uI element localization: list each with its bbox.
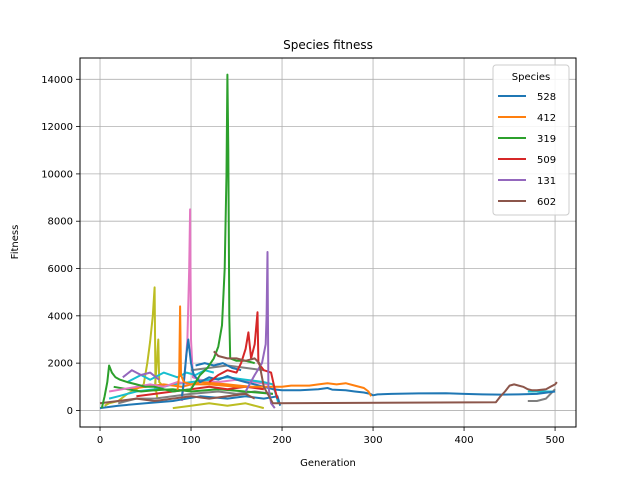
legend-entry: 509 xyxy=(537,155,556,166)
species-line xyxy=(172,402,265,410)
y-tick-label: 8000 xyxy=(48,217,73,228)
x-tick-label: 300 xyxy=(364,435,383,446)
legend: Species 528 412 319 509 131 602 xyxy=(492,64,570,216)
series-line-412 xyxy=(176,305,373,397)
species-line xyxy=(108,381,192,393)
x-axis-ticks: 0 100 200 300 400 500 xyxy=(97,427,565,446)
species-line xyxy=(122,369,160,381)
legend-box xyxy=(492,64,570,216)
axes-frame xyxy=(79,57,577,428)
y-tick-label: 14000 xyxy=(41,75,73,86)
y-tick-label: 4000 xyxy=(48,311,73,322)
legend-title: Species xyxy=(512,72,551,83)
y-axis-ticks: 0 2000 4000 6000 8000 10000 12000 14000 xyxy=(41,75,80,417)
grid-lines xyxy=(80,58,576,427)
legend-entry: 131 xyxy=(537,176,556,187)
plot-area xyxy=(99,73,558,410)
y-axis-label: Fitness xyxy=(10,225,21,260)
x-tick-label: 500 xyxy=(546,435,565,446)
species-line xyxy=(195,362,242,372)
legend-entry: 528 xyxy=(537,92,556,103)
y-tick-label: 10000 xyxy=(41,169,73,180)
x-tick-label: 200 xyxy=(272,435,291,446)
legend-entry: 412 xyxy=(537,113,556,124)
x-axis-label: Generation xyxy=(300,458,356,469)
y-tick-label: 2000 xyxy=(48,359,73,370)
x-tick-label: 0 xyxy=(97,435,103,446)
x-tick-label: 400 xyxy=(455,435,474,446)
series-line-602 xyxy=(213,350,558,405)
y-tick-label: 0 xyxy=(67,406,73,417)
species-line xyxy=(99,392,256,405)
y-tick-label: 6000 xyxy=(48,264,73,275)
species-line xyxy=(126,369,215,383)
species-line xyxy=(113,385,273,395)
legend-entry: 319 xyxy=(537,134,556,145)
series-line-319 xyxy=(100,73,255,409)
y-tick-label: 12000 xyxy=(41,122,73,133)
chart-title: Species fitness xyxy=(283,38,373,52)
legend-entry: 602 xyxy=(537,197,556,208)
x-tick-label: 100 xyxy=(181,435,200,446)
